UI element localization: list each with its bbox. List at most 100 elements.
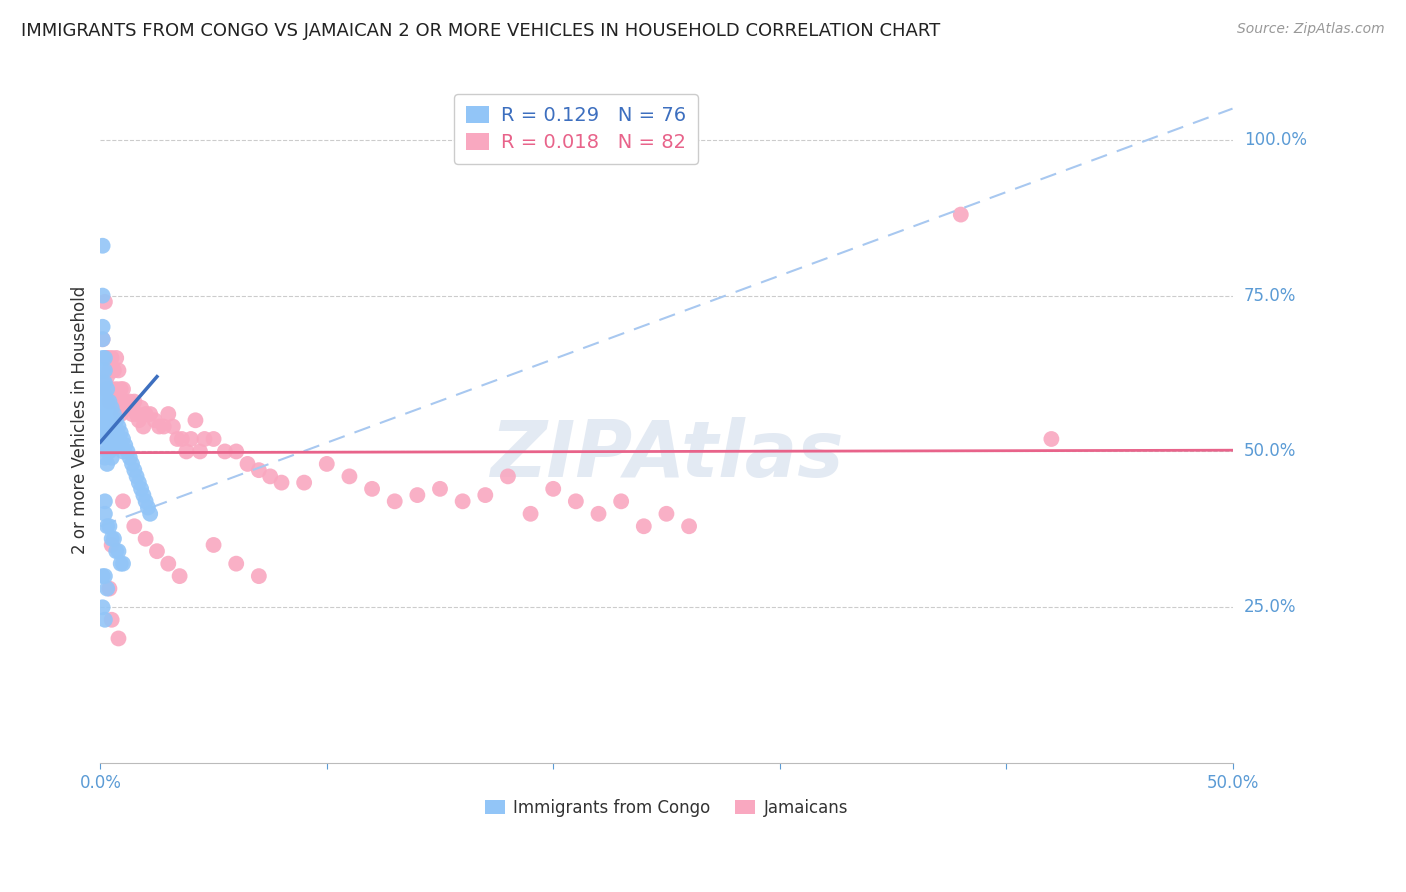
Point (96, 351, 118, 365)
Point (107, 544, 129, 558)
Point (96, 419, 118, 434)
Point (110, 438, 132, 452)
Point (96, 351, 118, 365)
Point (541, 482, 564, 496)
Point (103, 394, 125, 409)
Point (98, 363, 121, 377)
Point (361, 482, 384, 496)
Point (105, 413, 128, 427)
Point (384, 494, 406, 508)
Point (339, 469, 361, 483)
Point (96, 582, 118, 596)
Point (91, 401, 114, 415)
Point (94, 413, 117, 427)
Point (132, 488, 155, 502)
Point (100, 413, 122, 427)
Point (91, 363, 114, 377)
Point (98, 394, 121, 409)
Point (125, 469, 148, 483)
Text: 25.0%: 25.0% (1244, 599, 1296, 616)
Point (91, 376, 114, 390)
Point (135, 532, 157, 546)
Y-axis label: 2 or more Vehicles in Household: 2 or more Vehicles in Household (72, 286, 89, 555)
Point (162, 419, 184, 434)
Point (129, 482, 152, 496)
Legend: Immigrants from Congo, Jamaicans: Immigrants from Congo, Jamaicans (478, 792, 855, 823)
Point (91, 238, 114, 252)
Point (91, 351, 114, 365)
Point (110, 407, 132, 421)
Point (100, 401, 122, 415)
Point (107, 632, 129, 646)
Point (633, 519, 655, 533)
Point (519, 507, 541, 521)
Point (94, 613, 117, 627)
Point (429, 482, 451, 496)
Point (180, 432, 202, 446)
Point (152, 419, 174, 434)
Point (111, 494, 134, 508)
Point (143, 413, 166, 427)
Point (315, 457, 337, 471)
Point (118, 450, 141, 465)
Point (94, 494, 117, 508)
Point (107, 419, 129, 434)
Point (565, 494, 588, 508)
Point (111, 382, 134, 396)
Point (236, 457, 259, 471)
Point (94, 507, 117, 521)
Point (91, 332, 114, 346)
Point (105, 351, 128, 365)
Text: Source: ZipAtlas.com: Source: ZipAtlas.com (1237, 22, 1385, 37)
Point (94, 438, 117, 452)
Point (96, 394, 118, 409)
Point (949, 208, 972, 222)
Point (1040, 432, 1063, 446)
Point (202, 432, 225, 446)
Point (96, 382, 118, 396)
Point (100, 613, 122, 627)
Point (91, 288, 114, 302)
Point (94, 376, 117, 390)
Point (111, 557, 134, 571)
Point (157, 407, 180, 421)
Point (103, 532, 125, 546)
Text: IMMIGRANTS FROM CONGO VS JAMAICAN 2 OR MORE VEHICLES IN HOUSEHOLD CORRELATION CH: IMMIGRANTS FROM CONGO VS JAMAICAN 2 OR M… (21, 22, 941, 40)
Point (91, 425, 114, 440)
Point (94, 401, 117, 415)
Point (105, 425, 128, 440)
Point (170, 432, 193, 446)
Point (105, 382, 128, 396)
Point (94, 569, 117, 583)
Point (100, 351, 122, 365)
Point (406, 488, 429, 502)
Point (118, 394, 141, 409)
Point (139, 507, 162, 521)
Point (91, 319, 114, 334)
Point (96, 432, 118, 446)
Point (94, 388, 117, 402)
Point (96, 519, 118, 533)
Point (94, 450, 117, 465)
Point (451, 494, 474, 508)
Point (105, 544, 128, 558)
Point (96, 407, 118, 421)
Point (247, 463, 270, 477)
Point (100, 425, 122, 440)
Point (655, 507, 678, 521)
Point (184, 413, 207, 427)
Point (117, 401, 139, 415)
Point (121, 457, 143, 471)
Text: 75.0%: 75.0% (1244, 286, 1296, 304)
Point (125, 407, 148, 421)
Point (166, 432, 188, 446)
Point (100, 538, 122, 552)
Point (91, 388, 114, 402)
Point (259, 469, 281, 483)
Point (103, 363, 125, 377)
Point (91, 569, 114, 583)
Point (678, 519, 700, 533)
Point (94, 351, 117, 365)
Point (124, 394, 146, 409)
Point (169, 569, 191, 583)
